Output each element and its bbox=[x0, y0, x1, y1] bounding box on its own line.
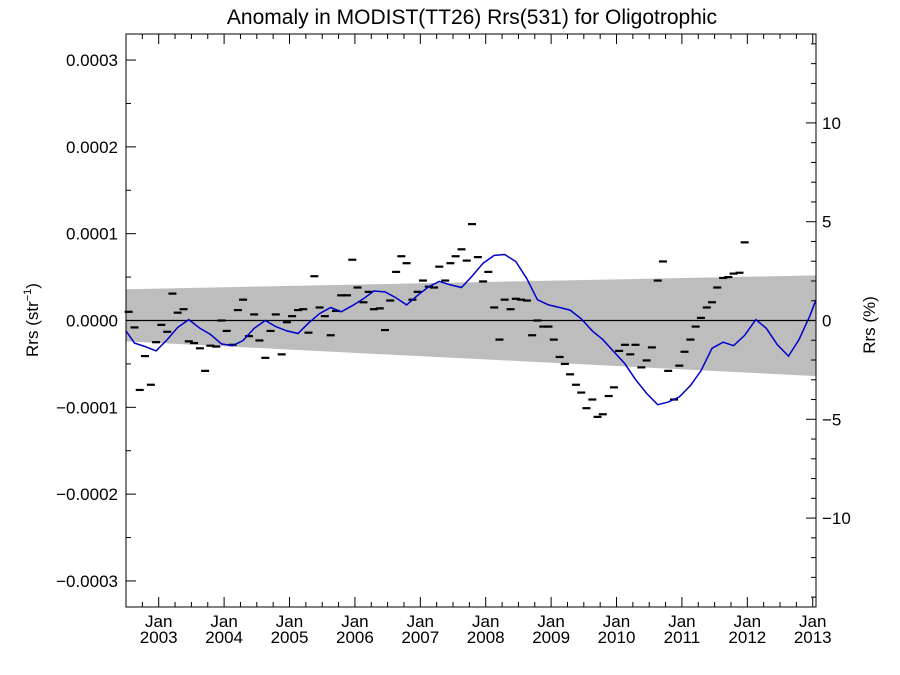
x-tick-month-0: Jan bbox=[145, 612, 172, 631]
left-tick-label-2: 0.0001 bbox=[66, 225, 118, 244]
right-tick-label-3: −5 bbox=[822, 410, 841, 429]
smoothed-anomaly-line bbox=[125, 253, 817, 406]
left-axis-label-base: Rrs (str bbox=[23, 301, 42, 357]
left-tick-label-4: −0.0001 bbox=[56, 398, 118, 417]
x-tick-month-1: Jan bbox=[210, 612, 237, 631]
x-tick-year-6: 2009 bbox=[532, 628, 570, 647]
x-tick-month-9: Jan bbox=[734, 612, 761, 631]
left-tick-label-5: −0.0002 bbox=[56, 485, 118, 504]
x-tick-month-10: Jan bbox=[799, 612, 826, 631]
x-tick-month-8: Jan bbox=[668, 612, 695, 631]
right-tick-label-4: −10 bbox=[822, 509, 851, 528]
right-tick-label-0: 10 bbox=[822, 114, 841, 133]
right-axis-label: Rrs (%) bbox=[860, 296, 879, 354]
x-tick-month-2: Jan bbox=[276, 612, 303, 631]
left-tick-label-1: 0.0002 bbox=[66, 138, 118, 157]
x-axis: Jan2003Jan2004Jan2005Jan2006Jan2007Jan20… bbox=[125, 34, 832, 647]
monthly-anomaly-marks bbox=[124, 223, 749, 418]
x-tick-year-0: 2003 bbox=[140, 628, 178, 647]
x-tick-month-6: Jan bbox=[537, 612, 564, 631]
trend-band bbox=[126, 275, 816, 377]
x-tick-year-2: 2005 bbox=[271, 628, 309, 647]
smoothed-line-layer bbox=[125, 253, 817, 406]
x-tick-month-3: Jan bbox=[341, 612, 368, 631]
x-tick-year-8: 2011 bbox=[664, 628, 701, 647]
left-tick-label-3: 0.0000 bbox=[66, 312, 118, 331]
left-tick-label-0: 0.0003 bbox=[66, 51, 118, 70]
x-tick-month-7: Jan bbox=[603, 612, 630, 631]
x-tick-year-4: 2007 bbox=[401, 628, 439, 647]
x-tick-year-1: 2004 bbox=[205, 628, 243, 647]
left-axis-label-close: ) bbox=[23, 283, 42, 289]
chart-title: Anomaly in MODIST(TT26) Rrs(531) for Oli… bbox=[227, 6, 717, 29]
x-tick-year-9: 2012 bbox=[728, 628, 766, 647]
x-tick-month-5: Jan bbox=[472, 612, 499, 631]
left-tick-label-6: −0.0003 bbox=[56, 572, 118, 591]
left-axis-label-sup: −1 bbox=[22, 289, 34, 302]
trend-band-layer bbox=[126, 275, 816, 377]
x-tick-year-3: 2006 bbox=[336, 628, 374, 647]
right-axis: 10 5 0 −5 −10 bbox=[806, 43, 851, 598]
right-tick-label-2: 0 bbox=[822, 312, 831, 331]
x-tick-year-5: 2008 bbox=[467, 628, 505, 647]
left-axis-label: Rrs (str−1) bbox=[22, 283, 42, 357]
x-tick-year-7: 2010 bbox=[598, 628, 636, 647]
left-axis: 0.0003 0.0002 0.0001 0.0000 −0.0001 −0.0002 −0… bbox=[56, 51, 136, 591]
right-tick-label-1: 5 bbox=[822, 213, 831, 232]
x-tick-year-10: 2013 bbox=[794, 628, 832, 647]
x-tick-month-4: Jan bbox=[407, 612, 434, 631]
